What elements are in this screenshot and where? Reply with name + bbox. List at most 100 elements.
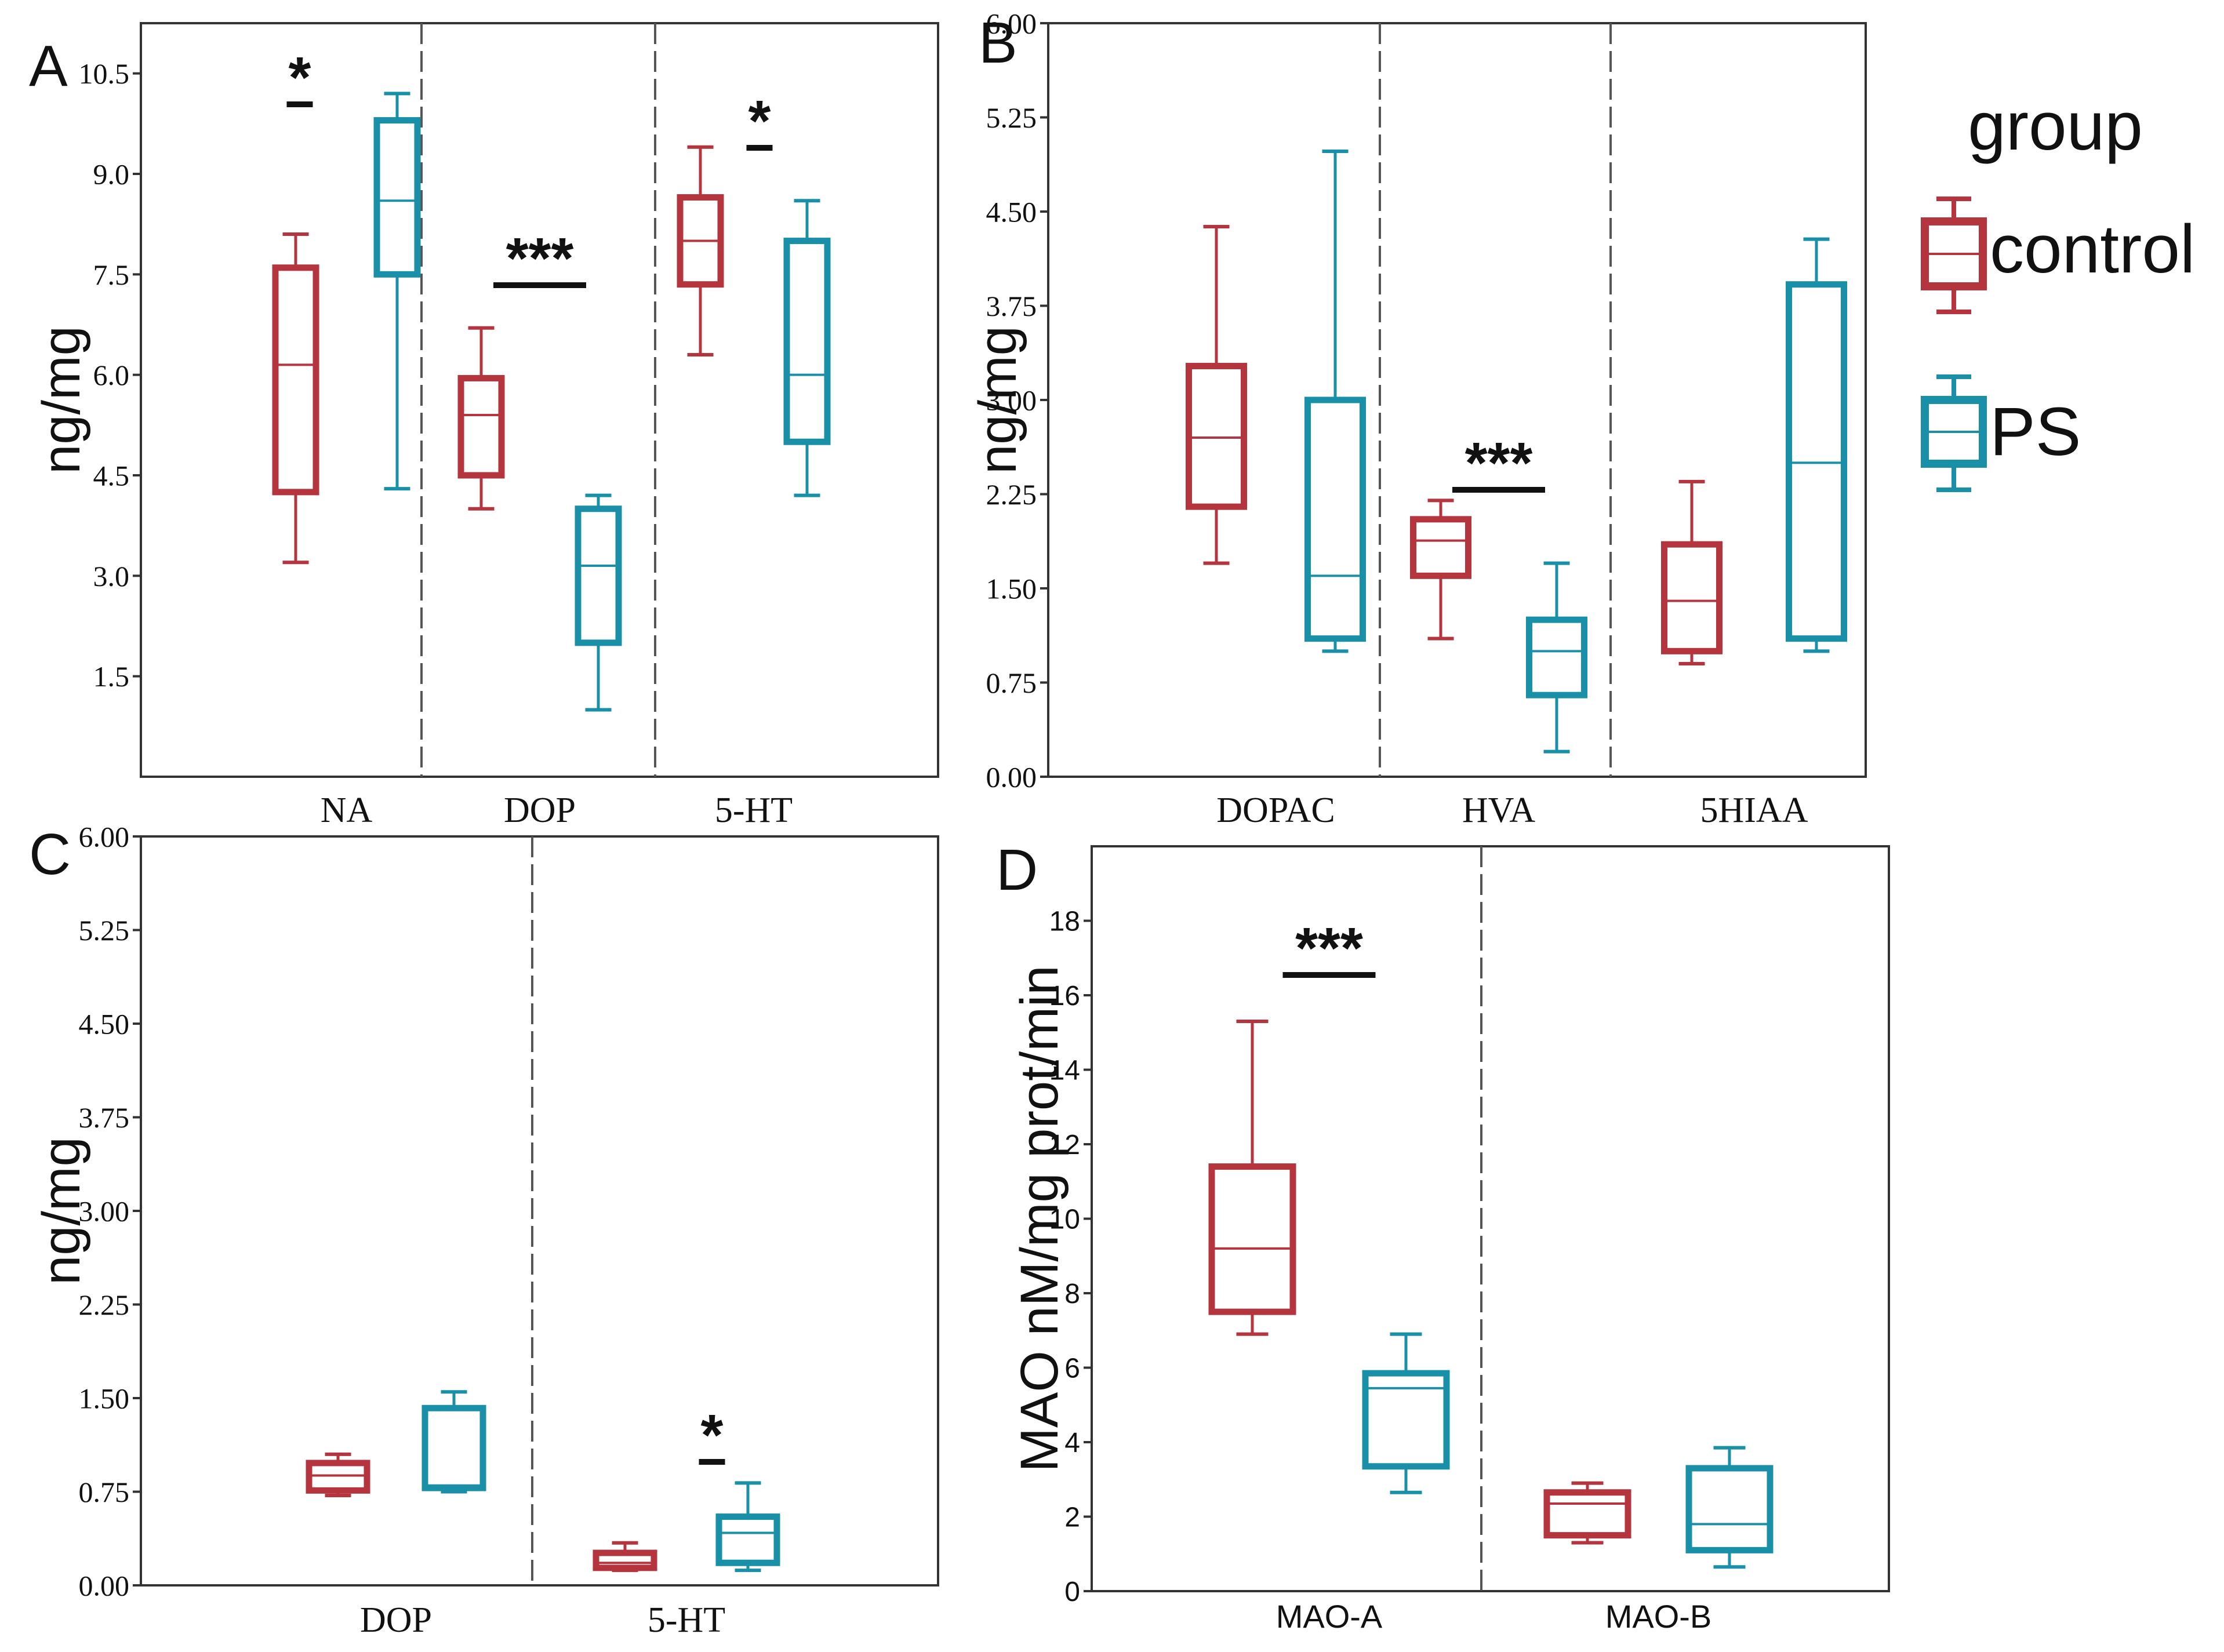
y-tick-label: 6.0 <box>93 359 130 391</box>
y-tick-label: 2.25 <box>79 1289 130 1321</box>
x-category-label: DOP <box>504 791 576 830</box>
y-tick-label: 6 <box>1064 1353 1080 1384</box>
x-category-label: MAO-A <box>1276 1598 1383 1635</box>
panel-d: 0 2 4 6 8 10 12 14 16 18 MAO nM/mg prot/min D MAO-A M… <box>996 838 1890 1635</box>
significance-label: *** <box>1465 431 1533 496</box>
box-control <box>306 1452 370 1497</box>
y-tick-label: 2.25 <box>986 478 1037 511</box>
legend-item-control: control <box>1921 197 2195 314</box>
y-tick-label: 6.00 <box>79 821 130 853</box>
box-body <box>715 1513 780 1566</box>
box-control <box>1186 225 1247 565</box>
box-body <box>373 117 421 278</box>
significance-marker: *** <box>1452 431 1545 496</box>
legend-item-ps: PS <box>1921 374 2081 492</box>
significance-marker: * <box>286 45 313 110</box>
box-body <box>272 264 319 496</box>
panel-c: 0.00 0.75 1.50 2.25 3.00 3.75 4.50 5.25 6.00 ng/m… <box>29 821 939 1640</box>
panel-label: A <box>29 34 68 99</box>
box-PS <box>421 1390 486 1494</box>
box-PS <box>1786 237 1847 653</box>
box-body <box>783 238 831 445</box>
box-body <box>1526 616 1587 698</box>
y-tick-label: 3.75 <box>986 290 1037 322</box>
box-body <box>1186 363 1247 510</box>
legend: group control PS <box>1921 88 2195 492</box>
box-PS <box>373 92 421 491</box>
y-tick-label: 4.50 <box>79 1008 130 1040</box>
box-control <box>272 232 319 565</box>
x-category-label: 5HIAA <box>1700 791 1808 830</box>
box-control <box>1208 1019 1296 1336</box>
y-tick-label: 6.00 <box>986 8 1037 40</box>
y-tick-label: 3.75 <box>79 1101 130 1134</box>
box-control <box>677 145 724 356</box>
x-category-label: NA <box>321 791 373 830</box>
y-tick-label: 3.00 <box>986 384 1037 417</box>
box-PS <box>575 493 622 712</box>
y-tick-label: 4 <box>1064 1428 1080 1458</box>
legend-ps-swatch <box>1921 374 1987 492</box>
box-PS <box>1526 561 1587 754</box>
y-tick-label: 3.00 <box>79 1195 130 1228</box>
legend-control-swatch <box>1921 197 1987 314</box>
x-category-label: 5-HT <box>715 791 793 830</box>
significance-label: * <box>289 45 311 110</box>
box-body <box>1304 396 1366 642</box>
box-PS <box>715 1481 780 1573</box>
box-control <box>1661 479 1722 665</box>
panel-label: D <box>996 838 1038 903</box>
significance-marker: * <box>746 89 773 154</box>
y-tick-label: 9.0 <box>93 158 130 191</box>
box-body <box>1362 1370 1450 1470</box>
legend-label-ps: PS <box>1990 394 2081 470</box>
y-axis-label: ng/mg <box>32 1137 91 1285</box>
y-tick-label: 3.0 <box>93 560 130 592</box>
y-axis-label: ng/mg <box>32 326 91 474</box>
x-category-label: DOPAC <box>1216 791 1335 830</box>
y-tick-label: 1.5 <box>93 660 130 693</box>
box-body <box>1786 281 1847 642</box>
significance-label: *** <box>1295 916 1363 981</box>
y-tick-label: 14 <box>1049 1055 1080 1086</box>
plot-frame <box>140 22 939 778</box>
significance-label: *** <box>506 226 574 291</box>
y-tick-label: 0.75 <box>79 1476 130 1508</box>
significance-marker: *** <box>493 226 586 291</box>
y-tick-label: 18 <box>1049 906 1080 937</box>
y-axis-label: ng/mg <box>968 326 1027 474</box>
box-body <box>306 1460 370 1494</box>
y-tick-label: 1.50 <box>79 1382 130 1415</box>
y-tick-label: 0 <box>1064 1577 1080 1607</box>
box-PS <box>1362 1332 1450 1494</box>
panel-label: B <box>979 10 1017 75</box>
y-tick-label: 0.00 <box>986 761 1037 794</box>
x-category-label: HVA <box>1462 791 1536 830</box>
y-tick-label: 8 <box>1064 1279 1080 1309</box>
y-tick-label: 10.5 <box>79 57 130 90</box>
y-tick-label: 1.50 <box>986 573 1037 605</box>
y-tick-label: 4.5 <box>93 460 130 492</box>
x-category-label: DOP <box>360 1600 432 1640</box>
box-body <box>1543 1489 1631 1539</box>
y-tick-label: 4.50 <box>986 196 1037 228</box>
box-body <box>593 1549 657 1571</box>
significance-marker: * <box>699 1403 725 1468</box>
y-tick-label: 12 <box>1049 1130 1080 1160</box>
y-tick-label: 2 <box>1064 1502 1080 1533</box>
y-tick-label: 5.25 <box>79 914 130 947</box>
box-control <box>1410 498 1471 641</box>
significance-label: * <box>748 89 771 154</box>
y-tick-label: 10 <box>1049 1204 1080 1235</box>
x-category-label: MAO-B <box>1605 1598 1712 1635</box>
legend-label-control: control <box>1990 211 2195 288</box>
y-tick-label: 16 <box>1049 981 1080 1011</box>
y-axis-label: MAO nM/mg prot/min <box>1010 965 1069 1472</box>
box-body <box>1685 1465 1774 1553</box>
box-body <box>1208 1163 1296 1315</box>
y-tick-label: 0.75 <box>986 667 1037 699</box>
y-tick-label: 7.5 <box>93 259 130 291</box>
box-control <box>593 1541 657 1573</box>
